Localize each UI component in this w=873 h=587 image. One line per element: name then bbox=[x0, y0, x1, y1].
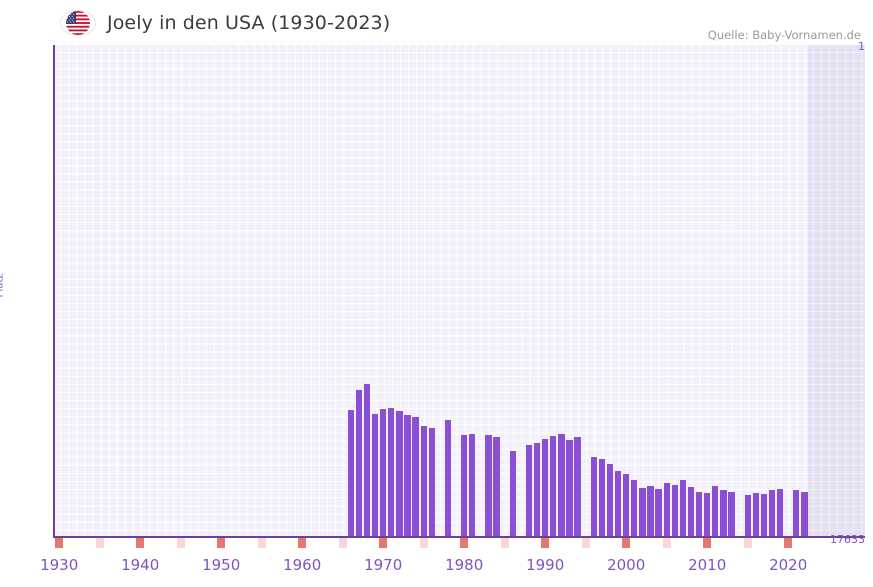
bar-1975 bbox=[420, 426, 427, 537]
bar-1999 bbox=[614, 471, 622, 537]
x-tick-label-1970: 1970 bbox=[364, 556, 403, 574]
bar-1969 bbox=[371, 414, 379, 537]
bar-2001 bbox=[631, 480, 638, 537]
x-tick-label-1990: 1990 bbox=[526, 556, 565, 574]
bar-1966 bbox=[347, 410, 354, 537]
x-tick-label-1950: 1950 bbox=[202, 556, 241, 574]
bar-2018 bbox=[768, 490, 776, 537]
bar-1994 bbox=[574, 437, 581, 537]
chart-header: Joely in den USA (1930-2023) Quelle: Bab… bbox=[0, 0, 873, 45]
bar-1967 bbox=[355, 390, 363, 537]
bar-1983 bbox=[485, 435, 492, 537]
y-axis-line bbox=[53, 45, 55, 538]
bar-1972 bbox=[396, 411, 403, 537]
bar-2004 bbox=[655, 489, 662, 537]
x-tick-label-1940: 1940 bbox=[121, 556, 160, 574]
bar-1991 bbox=[550, 436, 557, 537]
x-tick-1975 bbox=[419, 538, 428, 548]
bar-1968 bbox=[363, 384, 371, 537]
x-tick-1980 bbox=[460, 538, 469, 548]
x-tick-1930 bbox=[55, 538, 64, 548]
x-tick-1950 bbox=[217, 538, 226, 548]
x-tick-2010 bbox=[703, 538, 712, 548]
x-tick-1960 bbox=[298, 538, 307, 548]
bar-1981 bbox=[469, 434, 476, 537]
y-axis-title: Platz bbox=[0, 273, 6, 298]
x-tick-1995 bbox=[581, 538, 590, 548]
bar-1990 bbox=[542, 439, 549, 537]
bar-1992 bbox=[558, 434, 565, 537]
x-tick-1955 bbox=[257, 538, 266, 548]
bar-2005 bbox=[663, 483, 670, 537]
bar-1989 bbox=[533, 443, 541, 537]
x-tick-1945 bbox=[176, 538, 185, 548]
bar-2000 bbox=[623, 474, 630, 537]
x-axis-line bbox=[53, 536, 865, 538]
bar-2007 bbox=[679, 480, 687, 537]
bar-2021 bbox=[793, 490, 800, 537]
x-tick-1970 bbox=[379, 538, 388, 548]
bar-2003 bbox=[647, 486, 654, 537]
bar-1978 bbox=[444, 420, 452, 537]
x-tick-label-2000: 2000 bbox=[607, 556, 646, 574]
bar-1998 bbox=[606, 464, 614, 537]
bar-1984 bbox=[493, 437, 500, 537]
x-tick-label-1980: 1980 bbox=[445, 556, 484, 574]
bar-2008 bbox=[687, 487, 695, 537]
bar-2011 bbox=[712, 486, 719, 537]
x-tick-1940 bbox=[136, 538, 145, 548]
x-tick-label-2010: 2010 bbox=[688, 556, 727, 574]
y-axis-top-label: 1 bbox=[858, 40, 865, 53]
bar-1980 bbox=[461, 435, 468, 537]
x-tick-2000 bbox=[622, 538, 631, 548]
bar-1993 bbox=[566, 440, 573, 537]
bar-2010 bbox=[704, 493, 711, 537]
bar-2019 bbox=[776, 489, 784, 537]
bar-2002 bbox=[639, 488, 646, 537]
incomplete-data-shade bbox=[808, 45, 865, 537]
bar-1988 bbox=[525, 445, 533, 537]
x-tick-1935 bbox=[95, 538, 104, 548]
x-tick-1985 bbox=[500, 538, 509, 548]
x-tick-2005 bbox=[662, 538, 671, 548]
bar-2013 bbox=[728, 492, 735, 537]
bar-2009 bbox=[695, 492, 703, 537]
bar-2016 bbox=[752, 493, 759, 537]
bar-1974 bbox=[412, 417, 419, 537]
bar-1997 bbox=[598, 459, 606, 537]
bar-2017 bbox=[760, 494, 768, 537]
bar-1996 bbox=[590, 457, 597, 537]
bar-1973 bbox=[404, 415, 411, 537]
source-attribution: Quelle: Baby-Vornamen.de bbox=[707, 28, 861, 42]
y-axis-bottom-label: 17633 bbox=[830, 533, 865, 546]
x-tick-2020 bbox=[784, 538, 793, 548]
bar-1971 bbox=[388, 408, 395, 537]
x-tick-label-1930: 1930 bbox=[40, 556, 79, 574]
bar-2015 bbox=[744, 495, 751, 537]
us-flag-icon bbox=[61, 11, 95, 35]
plot-area bbox=[53, 45, 865, 537]
bar-1986 bbox=[509, 451, 516, 537]
x-tick-1965 bbox=[338, 538, 347, 548]
x-tick-1990 bbox=[541, 538, 550, 548]
page-title: Joely in den USA (1930-2023) bbox=[107, 12, 391, 34]
x-tick-label-2020: 2020 bbox=[769, 556, 808, 574]
x-tick-2015 bbox=[743, 538, 752, 548]
bar-1976 bbox=[428, 428, 435, 537]
bar-2012 bbox=[720, 490, 727, 537]
bar-2022 bbox=[801, 492, 808, 537]
bar-1970 bbox=[380, 409, 387, 537]
x-tick-label-1960: 1960 bbox=[283, 556, 322, 574]
bar-2006 bbox=[671, 485, 678, 537]
